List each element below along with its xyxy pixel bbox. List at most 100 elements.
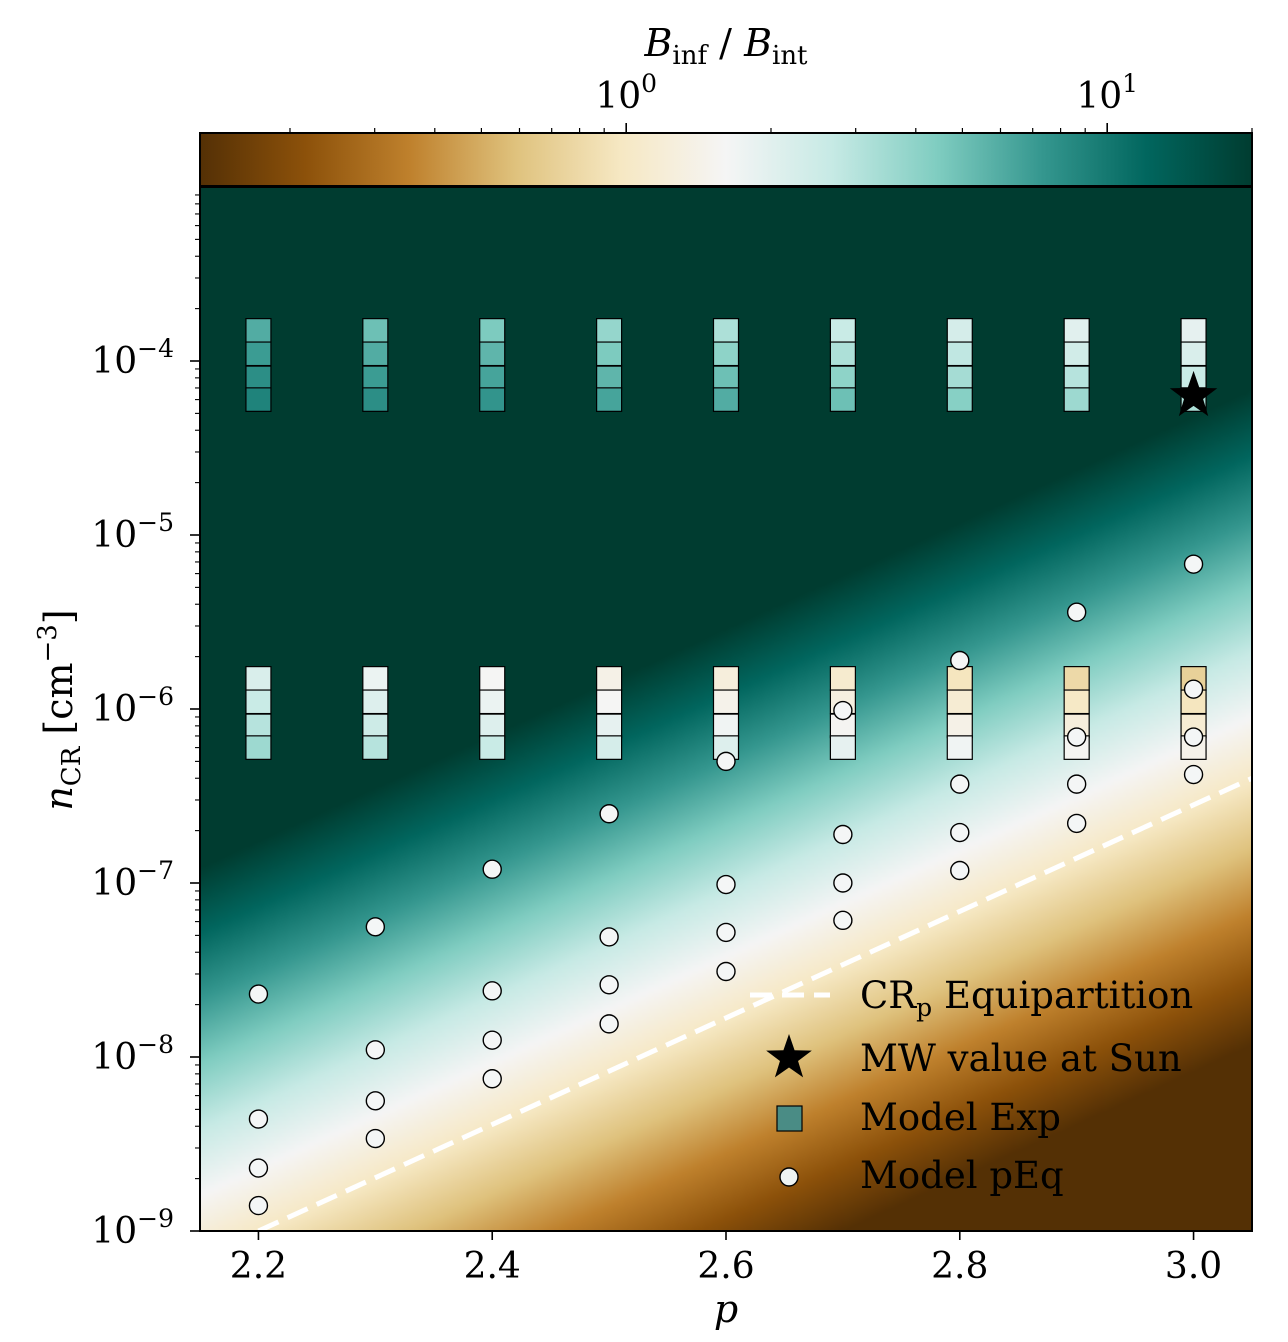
model-exp-cell xyxy=(946,689,973,715)
model-exp-cell xyxy=(829,341,856,367)
model-peq-point xyxy=(482,1030,502,1050)
model-peq-point xyxy=(1183,727,1204,747)
model-exp-cell xyxy=(946,341,973,367)
model-exp-cell xyxy=(245,666,272,691)
y-axis: 10−9 10−8 10−7 10−6 10−5 10−4 xyxy=(91,194,200,1252)
model-peq-point xyxy=(482,859,502,879)
model-exp-cell xyxy=(829,387,856,412)
model-exp-cell xyxy=(245,341,272,367)
model-exp-cell xyxy=(362,713,389,739)
model-peq-point xyxy=(599,975,619,995)
model-peq-point xyxy=(1066,774,1087,794)
model-exp-cell xyxy=(479,713,506,739)
model-peq-point xyxy=(365,917,386,937)
colorbar-tick-label: 100 xyxy=(595,69,657,117)
model-peq-point xyxy=(248,984,269,1004)
colorbar-major-ticks: 100 101 xyxy=(595,69,1138,117)
model-exp-cell xyxy=(479,387,506,412)
model-exp-cell xyxy=(946,365,973,391)
model-peq-point xyxy=(365,1091,386,1111)
colorbar-label: Binf / Bint xyxy=(643,21,808,71)
model-peq-point xyxy=(599,804,619,824)
model-exp-cell xyxy=(596,341,623,367)
model-peq-point xyxy=(950,650,970,671)
model-peq-point xyxy=(716,961,736,982)
model-exp-cell xyxy=(1063,387,1090,412)
equipartition-line xyxy=(257,775,1252,1231)
legend-star-marker xyxy=(766,1034,812,1078)
model-peq-point xyxy=(1066,727,1087,747)
model-exp-cell xyxy=(946,318,973,343)
legend-circle-marker xyxy=(779,1167,799,1187)
colorbar-tick-label: 101 xyxy=(1076,69,1138,117)
x-tick-label: 2.4 xyxy=(464,1246,521,1287)
model-exp-cell xyxy=(596,318,623,343)
model-exp-cell xyxy=(1063,689,1090,715)
x-tick-label: 2.8 xyxy=(931,1246,988,1287)
model-peq-point xyxy=(1183,679,1204,699)
model-exp-cell xyxy=(245,689,272,715)
model-exp-cell xyxy=(829,735,856,760)
model-exp-cell xyxy=(712,666,740,691)
model-exp-cell xyxy=(946,387,973,412)
model-exp-cell xyxy=(362,341,389,367)
model-peq-point xyxy=(716,922,736,943)
model-peq-point xyxy=(950,822,970,843)
model-peq-point xyxy=(1183,554,1204,574)
model-exp-cell xyxy=(712,341,740,367)
model-exp-cell xyxy=(479,365,506,391)
model-exp-cell xyxy=(362,365,389,391)
model-peq-point xyxy=(833,873,853,893)
model-peq-point xyxy=(365,1040,386,1060)
mw-value-star xyxy=(1169,370,1218,417)
model-exp-cell xyxy=(596,689,623,715)
model-exp-cell xyxy=(362,735,389,760)
model-exp-cell xyxy=(362,666,389,691)
model-exp-cell xyxy=(829,666,856,691)
model-exp-cell xyxy=(362,318,389,343)
model-peq-point xyxy=(248,1195,269,1216)
model-peq-point xyxy=(248,1109,269,1129)
legend-square-marker xyxy=(776,1105,803,1132)
model-exp-cell xyxy=(1063,341,1090,367)
model-exp-cell xyxy=(1063,365,1090,391)
model-exp-cell xyxy=(1180,318,1207,343)
model-exp-cell xyxy=(245,713,272,739)
x-tick-label: 3.0 xyxy=(1165,1246,1222,1287)
legend: CRp Equipartition MW value at Sun Model … xyxy=(750,974,1193,1197)
model-exp-cell xyxy=(596,666,623,691)
model-peq-point xyxy=(716,874,736,895)
model-peq-point xyxy=(248,1158,269,1178)
y-tick-label: 10−5 xyxy=(91,508,174,556)
model-exp-cell xyxy=(245,387,272,412)
x-tick-label: 2.2 xyxy=(230,1246,287,1287)
legend-label-peq: Model pEq xyxy=(860,1154,1064,1197)
model-peq-point xyxy=(599,927,619,947)
model-exp-cell xyxy=(596,713,623,739)
model-exp-cell xyxy=(829,318,856,343)
model-exp-cell xyxy=(946,713,973,739)
model-exp-cell xyxy=(946,735,973,760)
plot-content xyxy=(245,318,1252,1231)
model-exp-layer xyxy=(245,318,1207,760)
model-exp-cell xyxy=(712,365,740,391)
model-exp-cell xyxy=(479,689,506,715)
model-peq-point xyxy=(950,860,970,881)
model-exp-cell xyxy=(596,365,623,391)
model-peq-point xyxy=(482,1069,502,1089)
model-peq-point xyxy=(833,700,853,721)
legend-label-exp: Model Exp xyxy=(860,1096,1061,1139)
model-exp-cell xyxy=(479,318,506,343)
model-exp-cell xyxy=(712,689,740,715)
model-exp-cell xyxy=(1180,341,1207,367)
model-peq-point xyxy=(833,824,853,845)
y-tick-label: 10−4 xyxy=(91,334,174,382)
colorbar-minor-ticks xyxy=(289,123,1253,133)
model-peq-point xyxy=(1066,813,1087,834)
model-exp-cell xyxy=(1063,318,1090,343)
model-exp-cell xyxy=(245,365,272,391)
model-exp-cell xyxy=(245,735,272,760)
model-peq-point xyxy=(1183,764,1204,785)
model-peq-point xyxy=(365,1128,386,1149)
